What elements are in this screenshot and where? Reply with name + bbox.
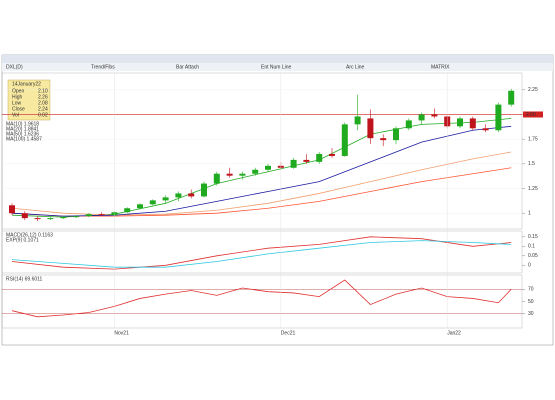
candle-body	[418, 114, 425, 121]
main-panel	[1, 72, 523, 230]
candle-body	[495, 104, 502, 131]
infobox-value: 2.24	[38, 106, 48, 112]
candle-body	[137, 204, 143, 209]
legend-entry: MA(20) 1.8841	[6, 126, 39, 132]
y-tick-label: 0	[528, 263, 531, 269]
infobox-value: 2.08	[38, 100, 48, 106]
candle-body	[457, 118, 463, 127]
infobox-label: Low	[12, 100, 22, 106]
y-tick-label: 1.75	[528, 136, 538, 142]
candle-body	[265, 165, 271, 170]
y-tick-label: 1.25	[528, 186, 538, 192]
infobox-label: Open	[12, 88, 24, 94]
candle-body	[98, 214, 105, 216]
candle-body	[162, 197, 169, 201]
infobox-label: Vol	[12, 112, 19, 118]
legend-entry: MA(10) 1.9618	[6, 121, 39, 127]
candle-body	[149, 200, 156, 205]
candle-body	[60, 217, 67, 219]
x-tick-label: Nov21	[114, 330, 129, 336]
toolbar-item: Trend/Fibs	[91, 64, 115, 70]
y-tick-label: 0.1	[528, 244, 535, 250]
candle-body	[9, 205, 15, 214]
candle-body	[239, 173, 246, 176]
candle-body	[508, 90, 515, 105]
candle-body	[34, 218, 41, 220]
legend-entry: MA(100) 1.4587	[6, 136, 42, 142]
candle-body	[380, 138, 387, 141]
infobox-value: 2.10	[38, 88, 48, 94]
price-tag	[523, 111, 543, 118]
panel-legend: EXP(9) 0.1071	[6, 237, 39, 243]
candle-body	[73, 216, 79, 218]
candle-body	[469, 118, 476, 129]
infobox-label: High	[12, 94, 23, 100]
candle-body	[213, 173, 220, 184]
y-tick-label: 30	[528, 311, 534, 317]
candle-body	[124, 208, 131, 213]
toolbar-item: DXL(D)	[6, 64, 23, 70]
panel-legend: RSI(14) 69.6011	[6, 276, 43, 282]
toolbar-item: Bar Attach	[176, 64, 199, 70]
toolbar-top	[2, 55, 553, 63]
candle-body	[303, 159, 310, 162]
candle-body	[316, 153, 323, 162]
moving-average	[11, 151, 512, 216]
infobox	[7, 79, 51, 121]
y-tick-label: 0.15	[528, 234, 538, 240]
toolbar-item: Arc Line	[346, 64, 365, 70]
candle-body	[47, 218, 54, 220]
candle-body	[290, 159, 297, 168]
infobox-value: 0.02	[38, 112, 48, 118]
y-tick-label: 0.05	[528, 253, 538, 259]
candle-body	[367, 118, 374, 139]
panel-legend: MACD(26,12) 0.1163	[6, 232, 53, 238]
candle-body	[354, 116, 361, 125]
x-tick-label: Dec21	[281, 330, 296, 336]
toolbar-item: Ent Num Line	[261, 64, 292, 70]
macd-line	[11, 240, 512, 268]
candle-body	[431, 114, 438, 117]
y-tick-label: 2.25	[528, 87, 538, 93]
macd-panel	[1, 230, 523, 274]
infobox-value: 2.26	[38, 94, 48, 100]
candle-body	[201, 183, 207, 197]
moving-average	[11, 167, 512, 217]
y-tick-label: 1.5	[528, 161, 535, 167]
x-tick-label: Jan22	[447, 330, 461, 336]
candle-body	[393, 128, 399, 141]
y-tick-label: 1	[528, 211, 531, 217]
candle-body	[341, 124, 348, 156]
frame	[1, 54, 554, 346]
candle-body	[329, 153, 335, 156]
candle-body	[252, 169, 259, 174]
candle-body	[405, 120, 412, 129]
candle-body	[175, 193, 182, 198]
infobox-label: Close	[12, 106, 25, 112]
price-tag-label: 2.00	[526, 112, 536, 118]
candle-body	[188, 193, 195, 197]
infobox-title: 14January22	[12, 81, 41, 87]
candle-body	[21, 213, 28, 219]
candle-body	[482, 128, 489, 131]
candle-body	[226, 173, 233, 176]
candle-body	[85, 214, 92, 217]
rsi-line	[11, 279, 512, 318]
moving-average	[11, 125, 512, 217]
toolbar-item: MATRIX	[431, 64, 450, 70]
y-tick-label: 70	[528, 287, 534, 293]
y-tick-label: 50	[528, 299, 534, 305]
legend-entry: MA(50) 1.6236	[6, 131, 39, 137]
toolbar	[2, 63, 553, 71]
